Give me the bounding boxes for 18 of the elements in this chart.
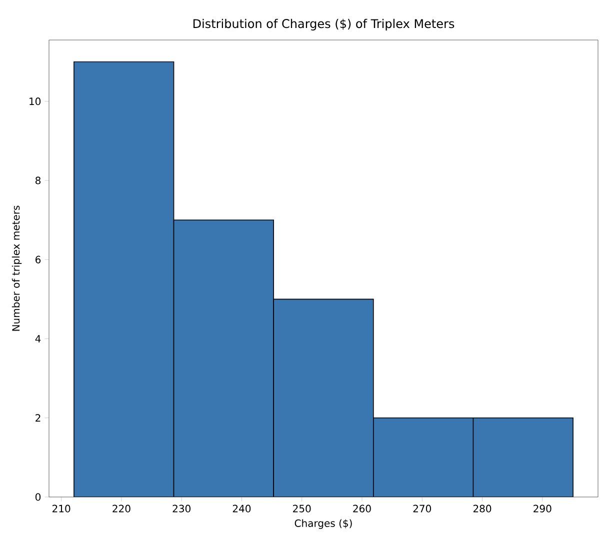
x-tick-label: 280 <box>473 504 492 512</box>
x-tick-label: 230 <box>172 504 190 512</box>
y-tick-label: 10 <box>30 98 41 106</box>
y-tick-label: 6 <box>36 256 41 264</box>
x-tick-label: 220 <box>112 504 130 512</box>
x-tick-label: 210 <box>52 504 70 512</box>
y-tick-label: 4 <box>35 335 41 342</box>
x-tick-label: 290 <box>534 504 552 512</box>
y-tick-label: 8 <box>36 176 41 184</box>
x-tick-label: 260 <box>353 504 371 512</box>
chart-title: Distribution of Charges ($) of Triplex Meters <box>193 18 454 30</box>
x-tick-label: 240 <box>232 504 251 512</box>
y-tick-label: 0 <box>35 493 41 501</box>
y-tick-label: 2 <box>36 414 40 422</box>
x-axis-title: Charges ($) <box>294 519 352 529</box>
y-axis-title: Number of triplex meters <box>12 206 22 331</box>
x-tick-label: 270 <box>413 504 432 512</box>
x-tick-label: 250 <box>293 504 311 512</box>
